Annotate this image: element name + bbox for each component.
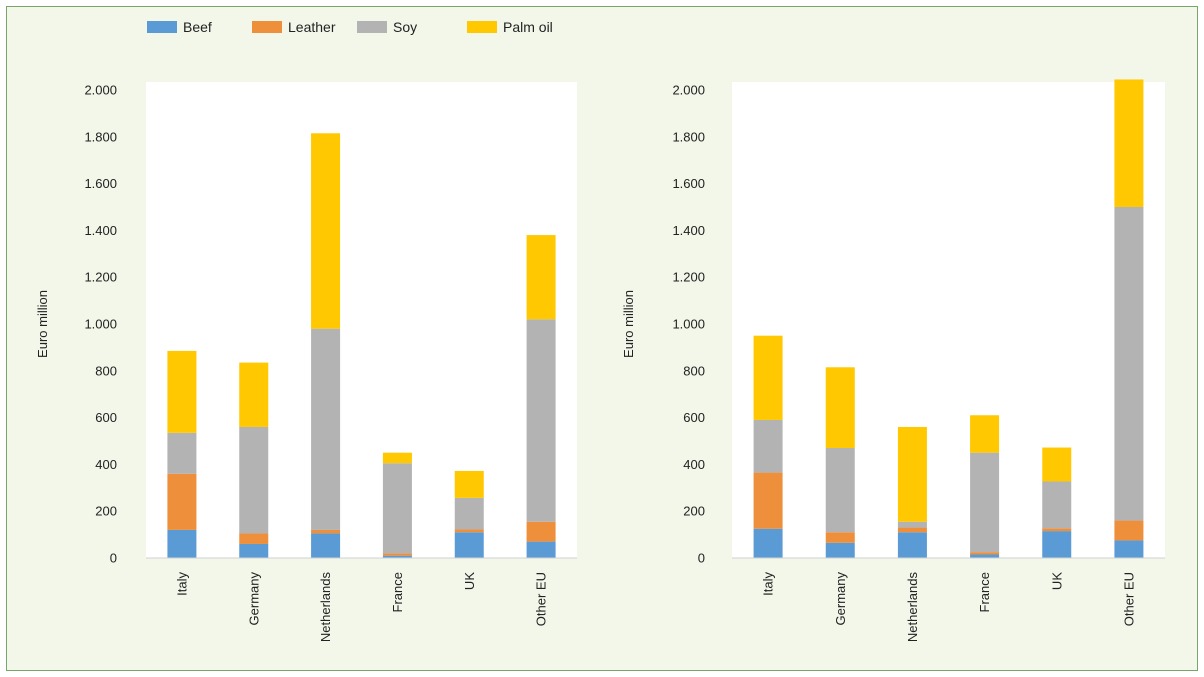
bar-france-soy (382, 463, 412, 554)
bar-italy-leather (753, 472, 783, 529)
bar-uk-beef (1042, 531, 1072, 558)
bar-france-leather (382, 553, 412, 556)
bar-netherlands-beef (897, 532, 927, 558)
bar-france-palm-oil (970, 415, 1000, 453)
y-tick-label: 1.000 (84, 317, 117, 332)
legend-label-palm-oil: Palm oil (503, 19, 553, 35)
y-axis-label: Euro million (621, 290, 636, 358)
x-tick-label-germany: Germany (246, 572, 261, 626)
bar-netherlands-leather (897, 527, 927, 533)
y-tick-label: 2.000 (84, 83, 117, 98)
y-tick-label: 400 (683, 457, 705, 472)
y-tick-label: 200 (95, 504, 117, 519)
bar-germany-soy (239, 426, 269, 534)
bar-france-palm-oil (382, 452, 412, 464)
bar-uk-leather (454, 529, 484, 533)
bar-germany-palm-oil (825, 367, 855, 449)
plot-area (146, 82, 577, 558)
bar-other-eu-beef (526, 541, 556, 558)
bar-france-beef (382, 555, 412, 558)
bar-germany-beef (239, 543, 269, 558)
bar-other-eu-palm-oil (526, 235, 556, 320)
legend-swatch-leather (252, 21, 282, 33)
y-axis-label: Euro million (35, 290, 50, 358)
x-tick-label-germany: Germany (833, 572, 848, 626)
x-tick-label-italy: Italy (174, 572, 189, 596)
bar-italy-beef (753, 528, 783, 558)
legend-swatch-soy (357, 21, 387, 33)
bar-germany-leather (825, 532, 855, 543)
bar-uk-soy (1042, 481, 1072, 529)
chart-right: 0 200 400 600 800 1.000 1.200 1.400 1.600 1.800 2.… (621, 79, 1165, 642)
legend: Beef Leather Soy Palm oil (147, 19, 553, 35)
bar-italy-beef (167, 529, 197, 558)
bar-uk-palm-oil (454, 470, 484, 498)
y-tick-label: 600 (683, 410, 705, 425)
y-tick-label: 1.800 (84, 129, 117, 144)
bar-italy-soy (167, 432, 197, 474)
y-tick-label: 400 (95, 457, 117, 472)
bar-uk-soy (454, 497, 484, 530)
bar-france-leather (970, 552, 1000, 555)
y-tick-label: 800 (683, 363, 705, 378)
x-tick-label-italy: Italy (761, 572, 776, 596)
bar-france-beef (970, 554, 1000, 558)
bar-italy-palm-oil (167, 350, 197, 433)
bar-italy-palm-oil (753, 335, 783, 420)
legend-label-beef: Beef (183, 19, 212, 35)
bar-germany-palm-oil (239, 362, 269, 427)
x-tick-label-uk: UK (1049, 572, 1064, 590)
bar-other-eu-soy (526, 319, 556, 522)
bar-netherlands-soy (311, 328, 341, 530)
bar-uk-leather (1042, 528, 1072, 532)
bar-other-eu-beef (1114, 540, 1144, 558)
bar-germany-beef (825, 542, 855, 558)
bar-france-soy (970, 452, 1000, 553)
y-tick-label: 1.200 (672, 270, 705, 285)
x-tick-label-france: France (390, 572, 405, 612)
y-tick-label: 1.400 (84, 223, 117, 238)
figure-frame: Beef Leather Soy Palm oil 0 200 400 600 800 1.00… (6, 6, 1198, 671)
bar-italy-soy (753, 419, 783, 473)
x-tick-label-netherlands: Netherlands (905, 572, 920, 643)
legend-swatch-palm-oil (467, 21, 497, 33)
bar-other-eu-soy (1114, 207, 1144, 521)
y-tick-label: 1.600 (84, 176, 117, 191)
y-tick-label: 2.000 (672, 83, 705, 98)
stacked-bar-charts: Beef Leather Soy Palm oil 0 200 400 600 800 1.00… (35, 19, 1165, 642)
bar-other-eu-leather (526, 521, 556, 542)
y-tick-label: 0 (110, 551, 117, 566)
x-tick-label-other-eu: Other EU (534, 572, 549, 626)
y-tick-label: 1.800 (672, 129, 705, 144)
y-tick-label: 1.000 (672, 317, 705, 332)
y-tick-label: 200 (683, 504, 705, 519)
bar-netherlands-leather (311, 529, 341, 534)
y-tick-label: 1.200 (84, 270, 117, 285)
x-tick-label-france: France (977, 572, 992, 612)
legend-swatch-beef (147, 21, 177, 33)
bar-netherlands-beef (311, 533, 341, 558)
bar-uk-beef (454, 532, 484, 558)
bar-uk-palm-oil (1042, 447, 1072, 482)
bar-italy-leather (167, 473, 197, 530)
legend-label-soy: Soy (393, 19, 417, 35)
bar-other-eu-palm-oil (1114, 79, 1144, 207)
bar-other-eu-leather (1114, 520, 1144, 541)
bar-netherlands-soy (897, 521, 927, 528)
y-tick-label: 1.600 (672, 176, 705, 191)
chart-left: 0 200 400 600 800 1.000 1.200 1.400 1.600 1.800 2.… (35, 82, 577, 642)
bar-netherlands-palm-oil (311, 133, 341, 329)
bar-germany-leather (239, 533, 269, 544)
x-tick-label-other-eu: Other EU (1121, 572, 1136, 626)
bar-netherlands-palm-oil (897, 426, 927, 522)
bar-germany-soy (825, 448, 855, 533)
x-tick-label-netherlands: Netherlands (318, 572, 333, 643)
legend-label-leather: Leather (288, 19, 336, 35)
x-tick-label-uk: UK (462, 572, 477, 590)
y-tick-label: 600 (95, 410, 117, 425)
y-tick-label: 1.400 (672, 223, 705, 238)
y-tick-label: 800 (95, 363, 117, 378)
plot-area (732, 82, 1165, 558)
y-tick-label: 0 (698, 551, 705, 566)
